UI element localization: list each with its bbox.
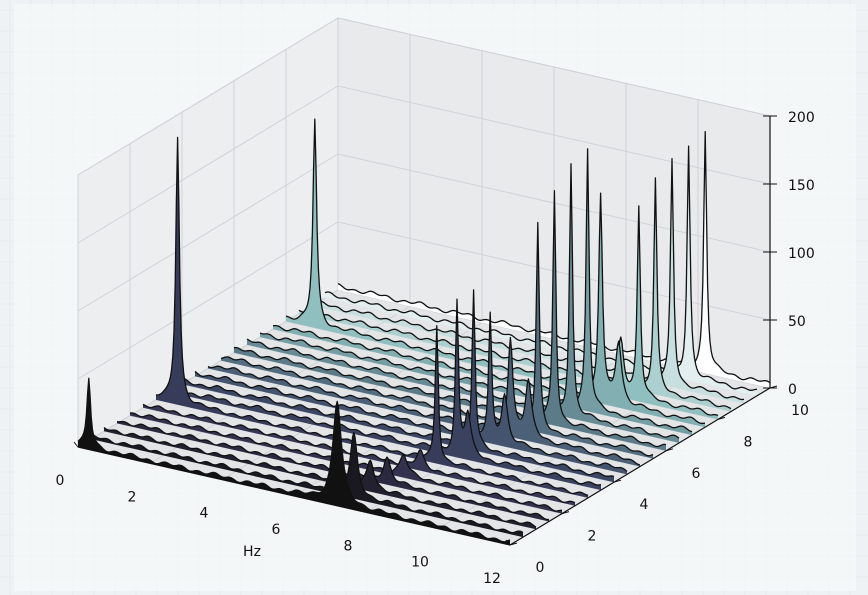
y-tick — [561, 511, 570, 515]
spectrum-line — [233, 190, 667, 448]
x-tick — [217, 474, 223, 480]
spectrum-fill — [312, 158, 744, 404]
spectrum-line — [298, 177, 732, 410]
x-axis-label: Hz — [243, 544, 261, 560]
z-gridline — [77, 221, 771, 380]
spectrum-fill — [325, 146, 757, 396]
x-tick-label: 4 — [200, 506, 209, 522]
spectrum-fill — [286, 119, 718, 420]
y-tick-label: 10 — [791, 403, 809, 419]
spectrum-fill — [273, 193, 705, 428]
y-tick-label: 2 — [588, 529, 597, 545]
z-tick-label: 150 — [788, 178, 815, 194]
z-tick-label: 100 — [788, 246, 815, 262]
spectrum-line — [181, 289, 615, 478]
x-tick — [145, 458, 151, 464]
x-tick-label: 12 — [483, 571, 501, 587]
spectrum-fill — [130, 412, 562, 514]
spectrum-line — [207, 336, 641, 466]
z-tick-label: 0 — [788, 382, 797, 398]
z-gridline — [77, 85, 771, 244]
spectrum-line — [285, 118, 719, 417]
spectrum-line — [246, 163, 680, 439]
x-tick — [505, 539, 511, 546]
x-tick-label: 0 — [56, 473, 65, 489]
spectrum-line — [194, 311, 628, 472]
spectrum-fill — [104, 427, 536, 530]
z-gridline — [77, 17, 771, 176]
y-tick-label: 4 — [640, 497, 649, 513]
y-axis-line — [509, 387, 771, 546]
x-tick-label: 2 — [128, 489, 137, 505]
spectrum-fill — [247, 163, 679, 443]
spectrum-traces — [77, 118, 771, 545]
spectrum-line — [311, 157, 745, 401]
y-tick — [717, 416, 726, 420]
x-tick-label: 8 — [344, 538, 353, 554]
z-gridline — [77, 153, 771, 312]
spectrum-line — [77, 377, 511, 543]
x-tick — [73, 441, 79, 448]
spectrum-line — [90, 431, 524, 534]
x-tick — [289, 490, 295, 497]
y-tick-label: 8 — [744, 434, 753, 450]
x-tick — [361, 507, 367, 513]
spectrum-line — [324, 145, 758, 391]
spectrum-line — [103, 426, 537, 528]
x-tick-label: 6 — [272, 522, 281, 538]
y-tick — [665, 448, 674, 452]
spectrum-line — [142, 403, 576, 504]
spectrum-line — [168, 298, 602, 486]
spectrum-fill — [91, 432, 523, 538]
z-tick-label: 50 — [788, 314, 806, 330]
z-tick-label: 200 — [788, 110, 815, 126]
spectrum-line — [155, 136, 589, 496]
spectrum-fill — [208, 337, 640, 467]
x-tick — [433, 523, 439, 529]
y-tick — [613, 479, 622, 483]
y-tick-label: 0 — [536, 560, 545, 576]
y-tick — [509, 542, 518, 546]
spectrum-line — [129, 412, 562, 512]
y-tick-label: 6 — [692, 466, 701, 482]
x-tick-label: 10 — [411, 555, 429, 571]
